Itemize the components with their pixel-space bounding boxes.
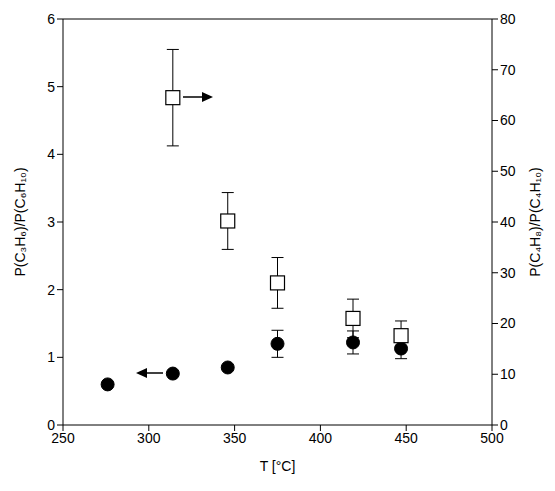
svg-text:6: 6 xyxy=(47,11,55,27)
svg-text:T [°C]: T [°C] xyxy=(260,458,296,474)
svg-text:400: 400 xyxy=(309,430,333,446)
svg-text:2: 2 xyxy=(47,282,55,298)
svg-text:80: 80 xyxy=(500,11,516,27)
svg-text:450: 450 xyxy=(395,430,419,446)
svg-text:30: 30 xyxy=(500,265,516,281)
svg-text:1: 1 xyxy=(47,349,55,365)
svg-text:300: 300 xyxy=(137,430,161,446)
svg-text:P(C₃H₆)/P(C₆H₁₀): P(C₃H₆)/P(C₆H₁₀) xyxy=(12,167,28,276)
svg-text:50: 50 xyxy=(500,163,516,179)
svg-text:500: 500 xyxy=(480,429,504,446)
svg-text:10: 10 xyxy=(500,366,516,382)
svg-text:3: 3 xyxy=(47,214,55,230)
svg-text:4: 4 xyxy=(47,146,55,162)
svg-text:P(C₄H₈)/P(C₄H₁₀): P(C₄H₈)/P(C₄H₁₀) xyxy=(527,167,543,276)
svg-text:20: 20 xyxy=(500,315,516,331)
svg-text:0: 0 xyxy=(47,417,55,433)
svg-text:5: 5 xyxy=(47,79,55,95)
svg-text:350: 350 xyxy=(223,430,247,446)
svg-text:70: 70 xyxy=(500,62,516,78)
svg-text:40: 40 xyxy=(500,214,516,230)
svg-text:0: 0 xyxy=(500,417,508,433)
svg-text:60: 60 xyxy=(500,112,516,128)
svg-text:250: 250 xyxy=(51,429,75,446)
